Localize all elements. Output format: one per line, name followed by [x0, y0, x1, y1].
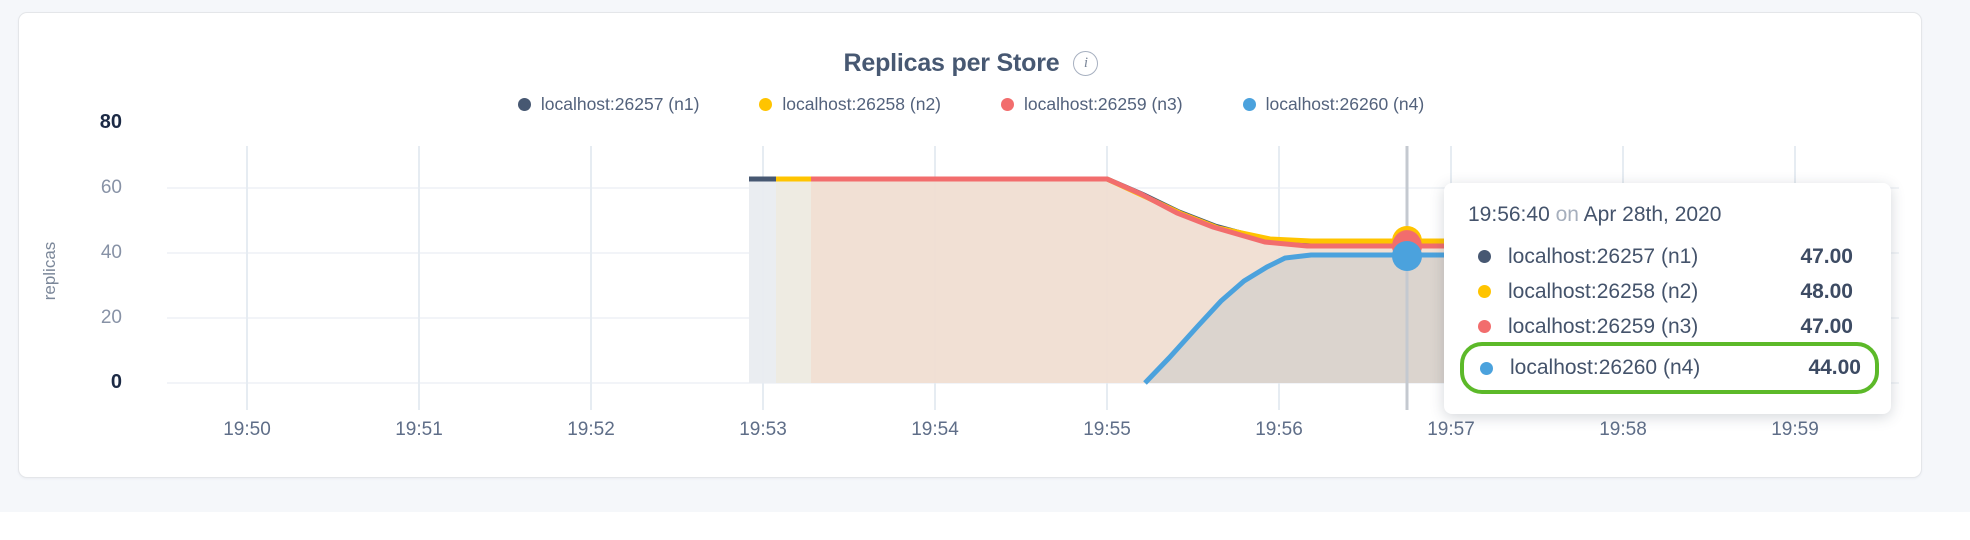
legend-item-n1[interactable]: localhost:26257 (n1)	[517, 94, 700, 115]
tooltip-series-label: localhost:26260 (n4)	[1510, 356, 1701, 379]
area-fill-n4	[1145, 255, 1484, 383]
legend-dot-icon	[1242, 98, 1256, 111]
tooltip-dot-icon	[1478, 320, 1491, 333]
tooltip-row-n3: localhost:26259 (n3) 47.00	[1468, 309, 1867, 344]
tooltip-dot-icon	[1480, 361, 1493, 375]
chart-card: Replicas per Store i localhost:26257 (n1…	[18, 12, 1922, 478]
tooltip-dot-icon	[1478, 285, 1491, 298]
x-tick-4: 19:54	[911, 419, 959, 440]
tooltip-series-label: localhost:26258 (n2)	[1508, 279, 1699, 303]
chart-svg[interactable]: replicas 80 60 40 20 0	[19, 13, 1923, 479]
x-tick-5: 19:55	[1083, 419, 1131, 440]
y-tick-0: 0	[111, 371, 122, 393]
x-tick-2: 19:52	[567, 419, 615, 440]
tooltip-date: Apr 28th, 2020	[1583, 203, 1722, 226]
x-tick-7: 19:57	[1427, 419, 1475, 440]
legend-item-n4[interactable]: localhost:26260 (n4)	[1242, 94, 1425, 115]
tooltip-series-value: 48.00	[1800, 279, 1853, 303]
chart-header: Replicas per Store i	[19, 49, 1923, 78]
legend-dot-icon	[517, 98, 531, 111]
tooltip-time: 19:56:40	[1468, 203, 1550, 226]
tooltip-series-value: 47.00	[1800, 314, 1853, 338]
hover-tooltip: 19:56:40 on Apr 28th, 2020 localhost:262…	[1444, 183, 1891, 414]
y-tick-20: 20	[101, 307, 122, 328]
tooltip-timestamp: 19:56:40 on Apr 28th, 2020	[1468, 203, 1867, 227]
legend-dot-icon	[1001, 98, 1014, 111]
tooltip-row-n2: localhost:26258 (n2) 48.00	[1468, 274, 1867, 309]
area-fill-n2	[776, 181, 811, 383]
line-series-n4	[1143, 252, 1484, 385]
chart-legend: localhost:26257 (n1) localhost:26258 (n2…	[19, 94, 1923, 115]
y-axis-label: replicas	[40, 242, 59, 301]
y-tick-40: 40	[101, 242, 122, 263]
plot-area[interactable]: replicas 80 60 40 20 0	[19, 13, 1923, 479]
legend-label: localhost:26260 (n4)	[1265, 94, 1425, 114]
info-icon[interactable]: i	[1073, 51, 1099, 76]
x-tick-6: 19:56	[1255, 419, 1303, 440]
tooltip-on-word: on	[1555, 203, 1579, 226]
y-tick-60: 60	[101, 177, 122, 198]
x-tick-8: 19:58	[1599, 419, 1647, 440]
tooltip-series-label: localhost:26257 (n1)	[1508, 244, 1699, 268]
tooltip-dot-icon	[1478, 250, 1491, 263]
x-tick-0: 19:50	[223, 419, 271, 440]
line-series-n3	[811, 176, 1484, 249]
legend-item-n3[interactable]: localhost:26259 (n3)	[1001, 94, 1183, 115]
tooltip-series-label: localhost:26259 (n3)	[1508, 314, 1699, 338]
hover-marker-n4	[1392, 241, 1422, 271]
x-tick-3: 19:53	[739, 419, 787, 440]
legend-label: localhost:26259 (n3)	[1024, 94, 1183, 114]
legend-label: localhost:26258 (n2)	[782, 94, 941, 114]
x-tick-1: 19:51	[395, 419, 443, 440]
page-bottom-strip	[0, 512, 1970, 540]
legend-dot-icon	[759, 98, 773, 111]
page-title: Replicas per Store	[843, 49, 1060, 77]
y-tick-80: 80	[100, 111, 122, 133]
tooltip-row-n4-highlighted: localhost:26260 (n4) 44.00	[1460, 342, 1879, 394]
legend-item-n2[interactable]: localhost:26258 (n2)	[759, 94, 941, 115]
tooltip-series-value: 44.00	[1808, 356, 1861, 379]
legend-label: localhost:26257 (n1)	[540, 94, 700, 114]
tooltip-row-n1: localhost:26257 (n1) 47.00	[1468, 239, 1867, 274]
x-tick-9: 19:59	[1771, 419, 1819, 440]
tooltip-series-value: 47.00	[1800, 244, 1853, 268]
area-fill-n1	[749, 181, 776, 383]
